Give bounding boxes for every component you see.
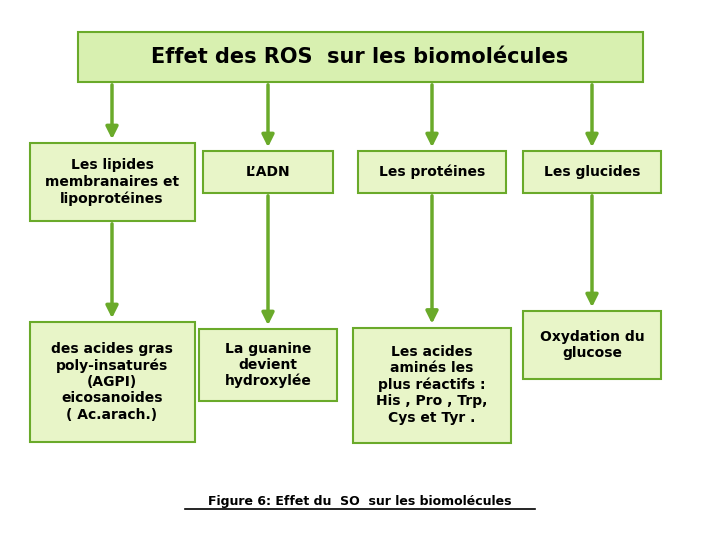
Text: Effet des ROS  sur les biomolécules: Effet des ROS sur les biomolécules	[151, 47, 569, 67]
FancyBboxPatch shape	[199, 329, 337, 401]
Text: Les protéines: Les protéines	[379, 165, 485, 179]
Text: des acides gras
poly-insaturés
(AGPI)
eicosanoides
( Ac.arach.): des acides gras poly-insaturés (AGPI) ei…	[51, 342, 173, 422]
FancyBboxPatch shape	[203, 151, 333, 193]
FancyBboxPatch shape	[523, 151, 661, 193]
Text: Les lipides
membranaires et
lipoprotéines: Les lipides membranaires et lipoprotéine…	[45, 159, 179, 206]
Text: Les glucides: Les glucides	[544, 165, 640, 179]
Text: Figure 6: Effet du  SO  sur les biomolécules: Figure 6: Effet du SO sur les biomolécul…	[208, 496, 512, 509]
Text: Oxydation du
glucose: Oxydation du glucose	[540, 330, 644, 360]
Text: Les acides
aminés les
plus réactifs :
His , Pro , Trp,
Cys et Tyr .: Les acides aminés les plus réactifs : Hi…	[377, 345, 487, 424]
Text: L’ADN: L’ADN	[246, 165, 290, 179]
FancyBboxPatch shape	[30, 143, 194, 221]
Text: La guanine
devient
hydroxylée: La guanine devient hydroxylée	[225, 341, 312, 388]
FancyBboxPatch shape	[523, 311, 661, 379]
FancyBboxPatch shape	[358, 151, 506, 193]
FancyBboxPatch shape	[30, 322, 194, 442]
FancyBboxPatch shape	[78, 32, 642, 82]
FancyBboxPatch shape	[353, 327, 511, 442]
